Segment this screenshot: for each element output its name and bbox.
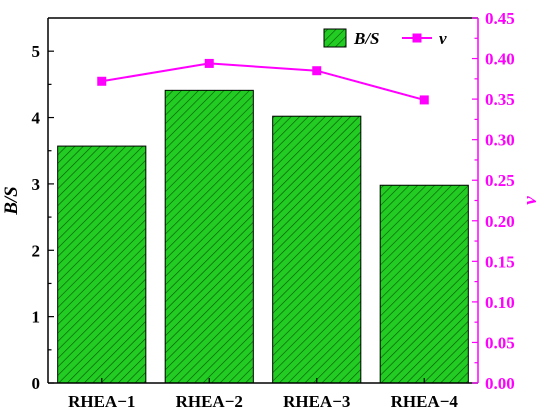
legend-label-bar: B/S (353, 29, 380, 48)
x-tick-label: RHEA−1 (68, 392, 135, 411)
bar-2 (164, 89, 254, 384)
x-tick-label: RHEA−2 (176, 392, 243, 411)
bar-4 (379, 184, 469, 384)
y-right-tick-label: 0.25 (485, 171, 515, 190)
y-left-tick-label: 2 (32, 241, 41, 260)
bar-1 (57, 145, 147, 384)
y-left-title: B/S (1, 186, 22, 216)
y-right-tick-label: 0.10 (485, 293, 515, 312)
bar-3 (272, 115, 362, 384)
bars-layer (57, 89, 469, 384)
y-left-tick-label: 5 (32, 42, 41, 61)
y-right-tick-label: 0.00 (485, 374, 515, 393)
legend-swatch-bar (323, 28, 347, 48)
line-point-1 (97, 76, 107, 86)
y-right-tick-label: 0.20 (485, 212, 515, 231)
line-point-4 (419, 95, 429, 105)
legend: B/S v (323, 28, 447, 48)
y-left-tick-label: 1 (32, 308, 41, 327)
line-layer (97, 58, 429, 105)
y-right-tick-label: 0.05 (485, 333, 515, 352)
y-right-tick-label: 0.35 (485, 90, 515, 109)
y-right-tick-label: 0.30 (485, 131, 515, 150)
legend-label-line: v (439, 29, 447, 48)
line-v (101, 62, 425, 101)
line-point-3 (312, 66, 322, 76)
y-left-tick-label: 0 (32, 374, 41, 393)
y-right-title: v (520, 196, 541, 205)
axes-layer: 0 1 2 3 4 5 0.00 0.05 0.10 0.15 0.20 0.25 0.30 0.35 0.… (1, 9, 541, 411)
x-tick-label: RHEA−4 (391, 392, 459, 411)
y-right-tick-label: 0.45 (485, 9, 515, 28)
y-left-tick-label: 3 (32, 175, 41, 194)
legend-swatch-marker (412, 33, 422, 43)
y-right-tick-label: 0.15 (485, 252, 515, 271)
line-point-2 (204, 58, 214, 68)
y-right-tick-label: 0.40 (485, 50, 515, 69)
x-tick-label: RHEA−3 (283, 392, 350, 411)
y-left-tick-label: 4 (32, 109, 41, 128)
